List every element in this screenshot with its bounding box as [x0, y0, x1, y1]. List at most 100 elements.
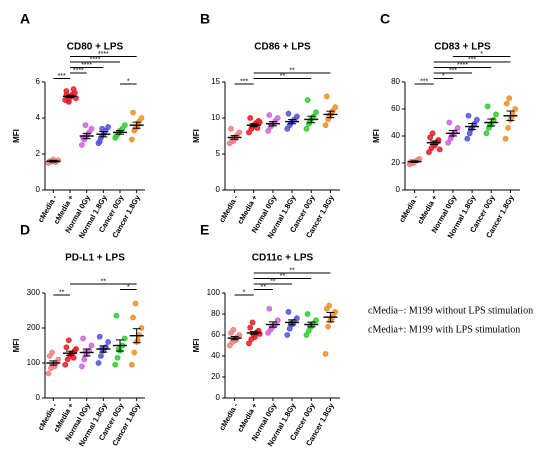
significance-label: **: [280, 273, 286, 280]
y-tick-label: 20: [211, 372, 220, 381]
y-tick-label: 60: [211, 330, 220, 339]
data-point: [88, 125, 95, 132]
data-point: [265, 128, 272, 134]
significance-label: *: [127, 284, 130, 291]
data-point: [503, 100, 510, 107]
chart-title: CD11c + LPS: [252, 253, 314, 264]
y-tick-label: 0: [36, 185, 41, 194]
data-point: [266, 112, 273, 119]
y-tick-label: 100: [27, 358, 41, 367]
data-point: [95, 360, 102, 366]
data-point: [112, 361, 119, 368]
data-point: [286, 325, 293, 332]
significance-label: **: [289, 67, 295, 74]
y-tick-label: 300: [27, 288, 41, 297]
significance-label: **: [59, 289, 65, 296]
data-point: [65, 97, 72, 103]
data-point: [63, 344, 70, 351]
data-point: [322, 122, 329, 129]
y-tick-label: 0: [216, 185, 221, 194]
data-point: [445, 139, 452, 146]
data-point: [483, 130, 490, 137]
y-tick-label: 80: [391, 77, 400, 86]
data-point: [502, 135, 509, 142]
data-point: [490, 116, 497, 123]
data-point: [130, 109, 136, 116]
data-point: [128, 361, 135, 368]
data-point: [506, 95, 513, 102]
data-point: [247, 115, 254, 121]
y-tick-label: 40: [211, 351, 220, 360]
data-point: [252, 334, 258, 341]
data-point: [326, 302, 333, 309]
data-point: [512, 106, 519, 112]
significance-label: ****: [81, 62, 92, 69]
data-point: [236, 129, 243, 136]
data-point: [473, 116, 480, 123]
y-tick-label: 6: [36, 77, 41, 86]
data-point: [303, 332, 310, 338]
data-point: [228, 125, 234, 132]
significance-label: ****: [73, 67, 84, 74]
y-tick-label: 60: [391, 104, 400, 113]
y-tick-label: 200: [27, 323, 41, 332]
data-point: [249, 319, 256, 326]
data-point: [284, 332, 291, 338]
y-tick-label: 15: [211, 77, 220, 86]
data-point: [426, 149, 432, 156]
y-tick-label: 0: [396, 185, 401, 194]
significance-label: *: [127, 78, 130, 85]
data-point: [121, 122, 128, 129]
data-point: [80, 335, 86, 342]
data-point: [313, 317, 319, 324]
data-point: [436, 146, 443, 153]
data-point: [313, 109, 319, 116]
data-point: [293, 113, 300, 120]
significance-label: **: [261, 284, 267, 291]
y-tick-label: 0: [216, 393, 221, 402]
data-point: [138, 325, 145, 331]
data-point: [132, 300, 139, 307]
data-point: [81, 356, 88, 363]
significance-label: ****: [90, 56, 101, 63]
data-point: [446, 119, 453, 126]
chart-title: CD83 + LPS: [434, 42, 491, 53]
data-point: [304, 311, 311, 317]
data-point: [99, 125, 106, 132]
significance-label: ***: [240, 78, 248, 85]
data-point: [49, 349, 56, 356]
y-axis-label: MFI: [372, 129, 381, 143]
data-point: [323, 93, 330, 100]
significance-label: *: [442, 73, 445, 80]
significance-label: ***: [468, 56, 476, 63]
data-point: [114, 354, 121, 361]
data-point: [332, 309, 339, 315]
data-point: [230, 326, 237, 333]
data-point: [128, 136, 135, 143]
data-point: [285, 309, 292, 315]
y-tick-label: 80: [211, 309, 220, 318]
y-axis-label: MFI: [192, 339, 201, 353]
significance-label: **: [289, 267, 295, 274]
significance-label: ****: [457, 62, 468, 69]
data-point: [322, 351, 329, 357]
chart-title: CD86 + LPS: [254, 42, 311, 53]
chart-title: CD80 + LPS: [67, 42, 124, 53]
significance-label: **: [270, 278, 276, 285]
data-point: [247, 324, 254, 331]
data-point: [70, 86, 77, 93]
data-point: [464, 135, 471, 142]
panel-label: D: [20, 222, 30, 238]
data-point: [325, 323, 331, 330]
data-point: [303, 125, 310, 132]
significance-label: ****: [98, 51, 109, 58]
data-point: [138, 115, 145, 121]
y-tick-label: 5: [216, 149, 221, 158]
y-tick-label: 40: [391, 131, 400, 140]
data-point: [429, 130, 436, 137]
chart-title: PD-L1 + LPS: [65, 253, 125, 264]
data-point: [505, 125, 511, 131]
data-point: [96, 333, 103, 340]
panel-label: C: [380, 11, 390, 27]
